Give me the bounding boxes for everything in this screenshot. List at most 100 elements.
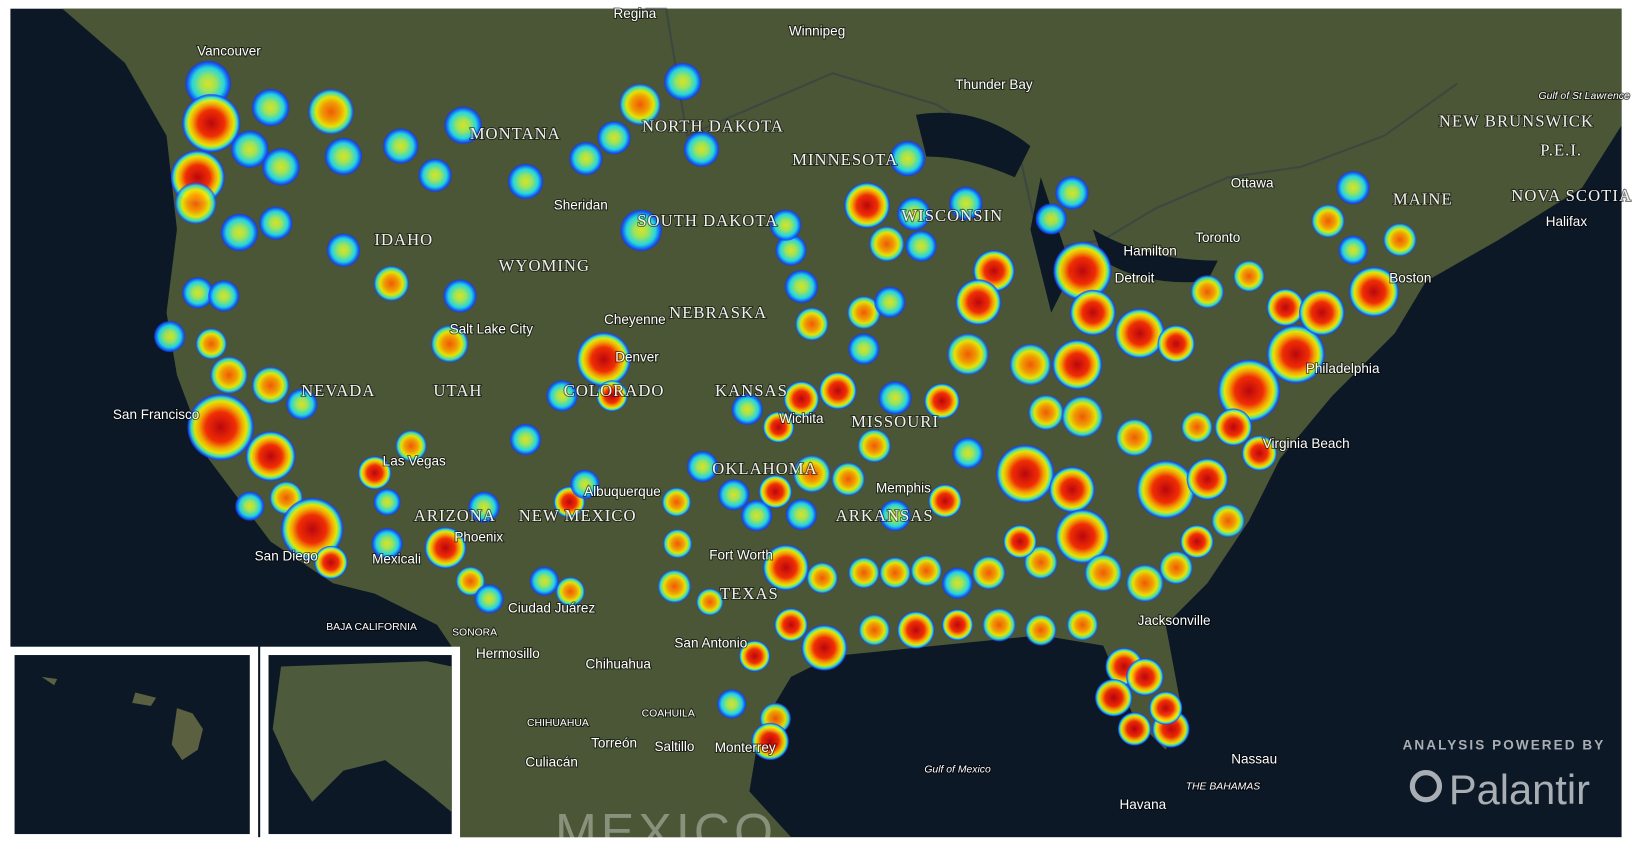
heat-spot [819,371,857,410]
heat-spot [154,320,186,353]
heat-spot [235,491,265,521]
heat-spot [371,528,403,560]
city-label: Detroit [1115,270,1155,285]
city-label: Cheyenne [604,312,666,327]
city-label: Nassau [1231,751,1277,766]
heat-spot [924,383,960,419]
heat-spot [1094,678,1133,717]
heat-spot [1055,509,1110,564]
heat-spot [663,529,693,559]
heat-spot [996,444,1055,504]
heat-spot [1061,395,1104,438]
heat-layer [93,60,1417,823]
heat-spot [185,60,232,107]
city-label: San Francisco [113,407,199,422]
heat-spot [1214,408,1253,446]
heat-spot [251,88,290,127]
heat-spot [1217,359,1281,422]
heat-spot [897,611,935,649]
heat-spot [879,499,911,532]
heat-spot [281,497,344,561]
city-label: Las Vegas [383,454,446,469]
heat-spot [443,279,477,313]
heat-spot [738,640,771,672]
heat-spot [1055,176,1089,210]
heat-spot [1136,460,1195,519]
heat-spot [982,608,1016,642]
region-label: P.E.I. [1540,140,1582,159]
city-label: Phoenix [454,530,503,545]
city-label: Vancouver [197,44,261,59]
heat-spot [314,545,348,580]
heat-spot [905,230,937,262]
heat-spot [1025,614,1057,646]
alaska-land [272,661,452,813]
heat-spot [795,307,829,341]
labels: Vancouver Winnipeg Regina Thunder Bay Ottawa… [112,5,1632,849]
city-label: Sheridan [554,198,608,213]
heat-spot [208,280,240,312]
heat-spot [1211,504,1245,538]
heat-spot [784,269,819,304]
heat-spot [686,451,719,483]
region-label: NOVA SCOTIA [1511,186,1632,205]
heat-spot [928,484,962,518]
city-label: Ciudad Juárez [508,600,595,615]
heat-spot [569,141,603,176]
heat-spot [596,380,628,412]
heat-spot [847,295,881,330]
heat-spot [529,566,559,596]
heat-spot [879,557,911,589]
city-label: Hermosillo [476,646,540,661]
city-label: Torreón [591,736,637,751]
heat-spot [731,393,763,426]
heat-spot [576,332,631,387]
heat-spot [1338,235,1368,265]
region-label: MINNESOTA [792,150,898,169]
region-label: MISSOURI [851,412,939,431]
heat-spot [251,366,290,405]
region-label: COAHUILA [642,708,695,719]
city-label: Jacksonville [1138,613,1211,628]
heat-spot [358,456,392,490]
brand-caption: ANALYSIS POWERED BY [1403,738,1606,753]
heat-spot [570,469,600,499]
heat-spot [774,608,808,642]
heat-spot [1298,289,1345,336]
heat-spot [1149,691,1183,725]
heat-spot [1069,289,1116,336]
heat-spot [770,209,802,241]
city-label: Regina [613,6,656,21]
heat-spot [793,455,831,493]
heat-spot [220,213,259,252]
heat-spot [1028,394,1064,431]
heat-spot [696,588,724,616]
city-label: Fort Worth [709,547,773,562]
city-label: Chihuahua [586,657,652,672]
city-label: Salt Lake City [450,321,534,336]
heat-spot [897,197,931,231]
heat-spot [510,423,542,456]
region-label: BAJA CALIFORNIA [326,622,417,633]
heat-spot [869,226,905,262]
region-label: ARKANSAS [836,506,934,525]
city-label: Ottawa [1231,176,1274,191]
heat-spot [718,479,750,511]
heat-spot [1126,658,1164,696]
region-label: NORTH DAKOTA [642,117,784,136]
heat-spot [395,430,427,462]
heat-spot [195,328,227,360]
water-label: Gulf of Mexico [924,765,991,776]
heat-spot [308,88,354,135]
heat-spot [1241,435,1278,471]
heat-spot [941,609,974,641]
heat-spot [1336,171,1370,205]
city-label: Albuquerque [584,484,661,499]
heat-spot [418,158,452,192]
heat-spot [1115,418,1154,457]
city-label: Boston [1389,270,1431,285]
heat-spot [801,624,848,671]
heat-spot [1157,325,1195,363]
heat-spot [174,182,217,225]
